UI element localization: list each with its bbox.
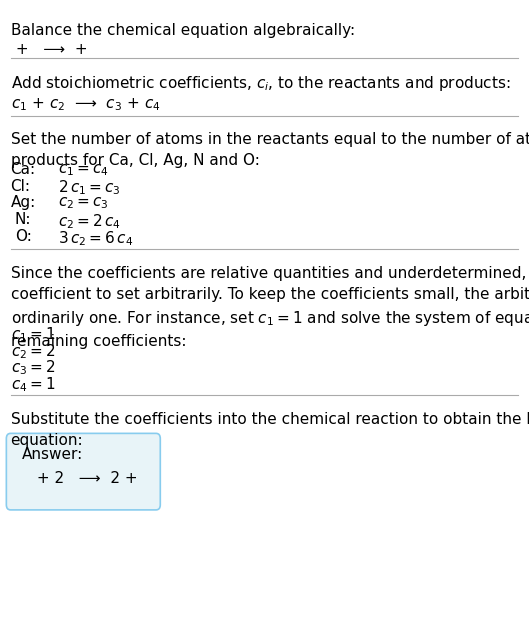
Text: $2\,c_1 = c_3$: $2\,c_1 = c_3$ [58, 179, 121, 197]
Text: Substitute the coefficients into the chemical reaction to obtain the balanced
eq: Substitute the coefficients into the che… [11, 412, 529, 448]
FancyBboxPatch shape [6, 433, 160, 510]
Text: $c_1 = 1$: $c_1 = 1$ [11, 325, 55, 344]
Text: Cl:: Cl: [11, 179, 31, 194]
Text: $c_3 = 2$: $c_3 = 2$ [11, 359, 55, 377]
Text: +   ⟶  +: + ⟶ + [11, 42, 92, 57]
Text: O:: O: [15, 229, 32, 244]
Text: Answer:: Answer: [22, 447, 84, 462]
Text: $c_2 = 2$: $c_2 = 2$ [11, 342, 55, 361]
Text: + 2   ⟶  2 +: + 2 ⟶ 2 + [32, 471, 142, 485]
Text: Ag:: Ag: [11, 195, 36, 210]
Text: $c_4 = 1$: $c_4 = 1$ [11, 376, 55, 394]
Text: $c_1$ + $c_2$  ⟶  $c_3$ + $c_4$: $c_1$ + $c_2$ ⟶ $c_3$ + $c_4$ [11, 96, 160, 113]
Text: $c_2 = 2\,c_4$: $c_2 = 2\,c_4$ [58, 212, 121, 231]
Text: Since the coefficients are relative quantities and underdetermined, choose a
coe: Since the coefficients are relative quan… [11, 266, 529, 349]
Text: Ca:: Ca: [11, 162, 35, 177]
Text: $c_2 = c_3$: $c_2 = c_3$ [58, 195, 109, 211]
Text: Balance the chemical equation algebraically:: Balance the chemical equation algebraica… [11, 23, 355, 37]
Text: $3\,c_2 = 6\,c_4$: $3\,c_2 = 6\,c_4$ [58, 229, 133, 248]
Text: Add stoichiometric coefficients, $c_i$, to the reactants and products:: Add stoichiometric coefficients, $c_i$, … [11, 74, 510, 93]
Text: N:: N: [15, 212, 31, 227]
Text: Set the number of atoms in the reactants equal to the number of atoms in the
pro: Set the number of atoms in the reactants… [11, 132, 529, 168]
Text: $c_1 = c_4$: $c_1 = c_4$ [58, 162, 109, 177]
